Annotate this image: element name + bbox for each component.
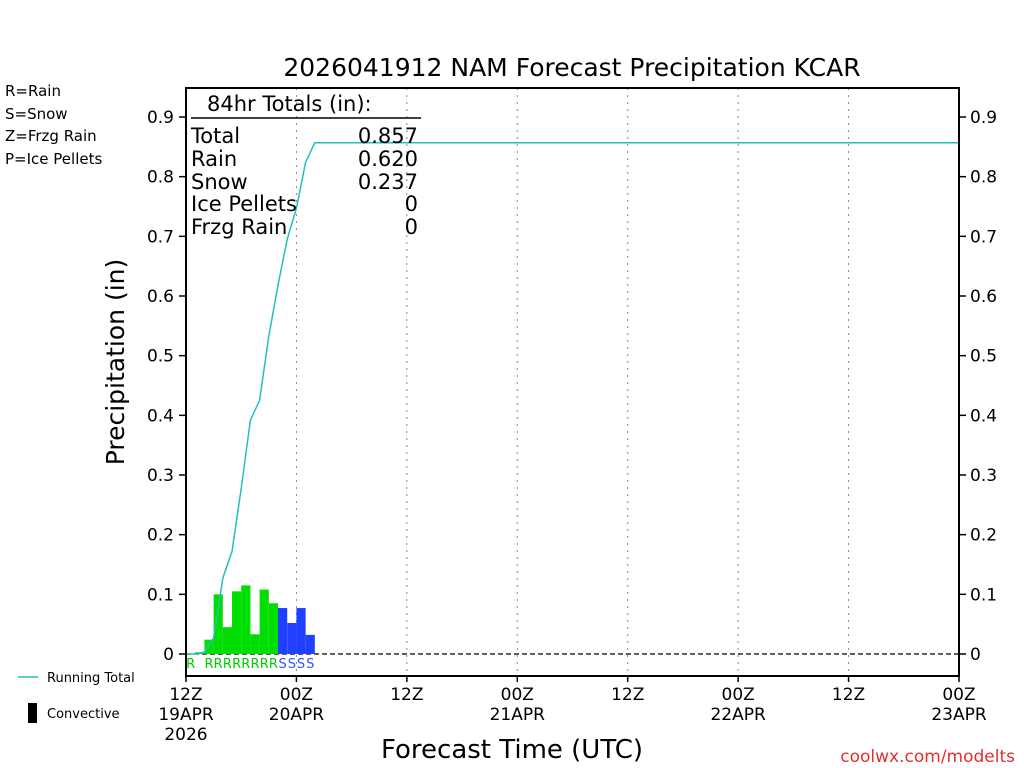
snow-bar xyxy=(278,608,288,654)
snow-bar xyxy=(287,622,297,654)
rain-type-label: R xyxy=(204,657,213,672)
totals-label-total: Total xyxy=(190,124,240,148)
totals-value-frzg-rain: 0 xyxy=(405,215,418,239)
rain-bar xyxy=(259,589,269,654)
x-tick-label-time: 12Z xyxy=(832,685,865,705)
y-tick-label-left: 0.9 xyxy=(147,108,174,128)
x-tick-label-time: 00Z xyxy=(280,685,313,705)
x-tick-label-date: 23APR xyxy=(931,705,987,725)
x-tick-label-time: 00Z xyxy=(501,685,534,705)
y-tick-label-right: 0.6 xyxy=(970,287,997,307)
rain-type-label: R xyxy=(250,657,259,672)
y-tick-label-left: 0.2 xyxy=(147,526,174,546)
y-tick-label-right: 0.9 xyxy=(970,108,997,128)
rain-bar xyxy=(250,634,260,654)
snow-type-label: S xyxy=(278,657,286,672)
snow-bar xyxy=(296,608,306,654)
running-total-layer xyxy=(186,141,959,655)
rain-type-label: R xyxy=(186,657,195,672)
totals-box: 84hr Totals (in): Total 0.857 Rain 0.620… xyxy=(190,92,421,239)
x-tick-label-date: 21APR xyxy=(490,705,546,725)
rain-bar xyxy=(222,627,233,654)
y-axis-label: Precipitation (in) xyxy=(101,259,130,466)
x-tick-label-year: 2026 xyxy=(164,725,207,745)
rain-type-label: R xyxy=(214,657,223,672)
legend-snow: S=Snow xyxy=(5,105,68,123)
totals-value-total: 0.857 xyxy=(358,124,418,148)
series-legend: Running Total Convective xyxy=(18,671,135,723)
totals-value-ice-pellets: 0 xyxy=(405,192,418,216)
rain-bar xyxy=(204,639,214,654)
y-tick-label-left: 0 xyxy=(163,645,174,665)
y-tick-label-right: 0.7 xyxy=(970,227,997,247)
snow-type-label: S xyxy=(297,657,305,672)
y-tick-label-right: 0.2 xyxy=(970,526,997,546)
grid xyxy=(186,88,959,676)
snow-bar xyxy=(305,634,315,654)
totals-header: 84hr Totals (in): xyxy=(207,92,372,116)
y-tick-label-left: 0.8 xyxy=(147,168,174,188)
totals-value-snow: 0.237 xyxy=(358,170,418,194)
rain-type-label: R xyxy=(260,657,269,672)
x-tick-label-time: 12Z xyxy=(611,685,644,705)
y-tick-label-right: 0.5 xyxy=(970,347,997,367)
x-tick-label-date: 19APR xyxy=(158,705,214,725)
rain-type-label: R xyxy=(241,657,250,672)
x-tick-label-time: 12Z xyxy=(169,685,202,705)
axis-ticks: 0 00.1 0.10.2 0.20.3 0.30.4 0.40.5 0.50.6 0.60.… xyxy=(147,108,997,745)
snow-type-label: S xyxy=(288,657,296,672)
y-tick-label-left: 0.7 xyxy=(147,227,174,247)
running-total-line xyxy=(186,141,959,655)
totals-label-ice-pellets: Ice Pellets xyxy=(191,192,297,216)
precip-bars xyxy=(195,585,315,654)
rain-bar xyxy=(241,585,251,654)
legend-rain: R=Rain xyxy=(5,82,61,100)
chart-title: 2026041912 NAM Forecast Precipitation KC… xyxy=(283,53,860,82)
running-total-legend-label: Running Total xyxy=(47,671,135,686)
x-tick-label-date: 22APR xyxy=(710,705,766,725)
convective-legend-swatch xyxy=(28,703,37,723)
rain-type-label: R xyxy=(223,657,232,672)
x-tick-label-time: 12Z xyxy=(390,685,423,705)
plot-frame xyxy=(185,87,960,677)
y-tick-label-left: 0.5 xyxy=(147,347,174,367)
y-tick-label-right: 0.3 xyxy=(970,466,997,486)
y-tick-label-left: 0.1 xyxy=(147,585,174,605)
y-tick-label-right: 0 xyxy=(970,645,981,665)
y-tick-label-left: 0.6 xyxy=(147,287,174,307)
rain-type-label: R xyxy=(269,657,278,672)
convective-legend-label: Convective xyxy=(47,707,120,722)
x-axis-label: Forecast Time (UTC) xyxy=(381,735,643,765)
y-tick-label-left: 0.3 xyxy=(147,466,174,486)
y-tick-label-right: 0.1 xyxy=(970,585,997,605)
y-tick-label-right: 0.8 xyxy=(970,168,997,188)
legend-frzg-rain: Z=Frzg Rain xyxy=(5,127,97,145)
rain-bar xyxy=(268,603,279,654)
rain-bar xyxy=(232,591,242,654)
rain-bar xyxy=(213,594,223,654)
x-tick-label-date: 20APR xyxy=(269,705,325,725)
credit-text: coolwx.com/modelts xyxy=(840,747,1015,767)
totals-label-frzg-rain: Frzg Rain xyxy=(191,215,287,239)
x-tick-label-time: 00Z xyxy=(722,685,755,705)
totals-value-rain: 0.620 xyxy=(358,147,418,171)
rain-type-label: R xyxy=(232,657,241,672)
snow-type-label: S xyxy=(306,657,314,672)
x-tick-label-time: 00Z xyxy=(942,685,975,705)
y-tick-label-right: 0.4 xyxy=(970,406,997,426)
y-tick-label-left: 0.4 xyxy=(147,406,174,426)
totals-label-rain: Rain xyxy=(191,147,237,171)
totals-label-snow: Snow xyxy=(191,170,248,194)
legend-ice-pellets: P=Ice Pellets xyxy=(5,150,103,168)
